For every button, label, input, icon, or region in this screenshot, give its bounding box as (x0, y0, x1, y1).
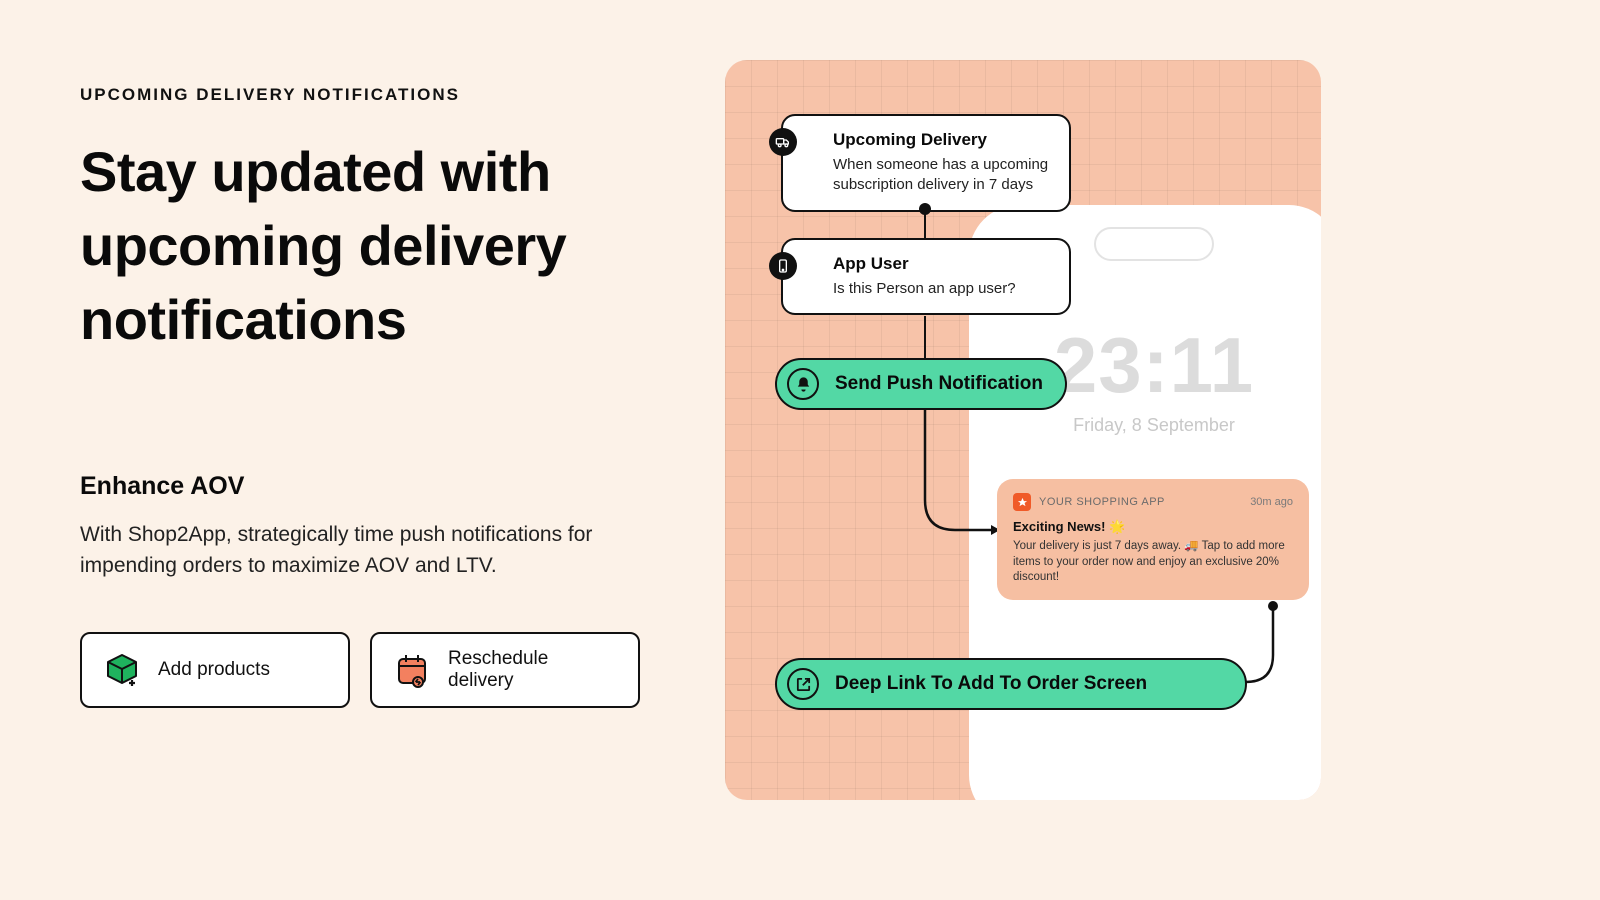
push-notification-preview: YOUR SHOPPING APP 30m ago Exciting News!… (997, 479, 1309, 600)
flow-illustration: 23:11 Friday, 8 September Upcoming Deliv… (725, 60, 1321, 800)
flow-pill-deeplink-label: Deep Link To Add To Order Screen (835, 673, 1147, 695)
external-link-icon (787, 668, 819, 700)
flow-connector-line (924, 316, 926, 361)
phone-notch (1094, 227, 1214, 261)
bell-icon (787, 368, 819, 400)
flow-card-upcoming-delivery: Upcoming Delivery When someone has a upc… (781, 114, 1071, 212)
lockscreen-date: Friday, 8 September (969, 415, 1321, 436)
truck-icon (769, 128, 797, 156)
flow-pill-push-label: Send Push Notification (835, 373, 1043, 395)
flow-connector-line (924, 210, 926, 238)
flow-card1-desc: When someone has a upcoming subscription… (833, 155, 1051, 196)
flow-pill-deep-link: Deep Link To Add To Order Screen (775, 658, 1247, 710)
app-icon (1013, 493, 1031, 511)
notif-body: Your delivery is just 7 days away. 🚚 Tap… (1013, 539, 1293, 586)
flow-card-app-user: App User Is this Person an app user? (781, 238, 1071, 315)
reschedule-delivery-label: Reschedule delivery (448, 648, 616, 692)
calendar-icon (394, 652, 430, 688)
sub-heading: Enhance AOV (80, 472, 640, 501)
phone-icon (769, 252, 797, 280)
flow-pill-send-push: Send Push Notification (775, 358, 1067, 410)
add-products-button[interactable]: Add products (80, 632, 350, 708)
flow-card2-title: App User (833, 254, 1051, 274)
flow-card2-desc: Is this Person an app user? (833, 279, 1051, 299)
package-icon (104, 652, 140, 688)
page-headline: Stay updated with upcoming delivery noti… (80, 135, 640, 357)
notif-title: Exciting News! 🌟 (1013, 519, 1293, 535)
add-products-label: Add products (158, 659, 270, 681)
eyebrow-label: UPCOMING DELIVERY NOTIFICATIONS (80, 85, 640, 105)
notif-app-name: YOUR SHOPPING APP (1039, 496, 1165, 508)
notif-time-ago: 30m ago (1250, 496, 1293, 508)
flow-card1-title: Upcoming Delivery (833, 130, 1051, 150)
reschedule-delivery-button[interactable]: Reschedule delivery (370, 632, 640, 708)
sub-body: With Shop2App, strategically time push n… (80, 519, 600, 582)
